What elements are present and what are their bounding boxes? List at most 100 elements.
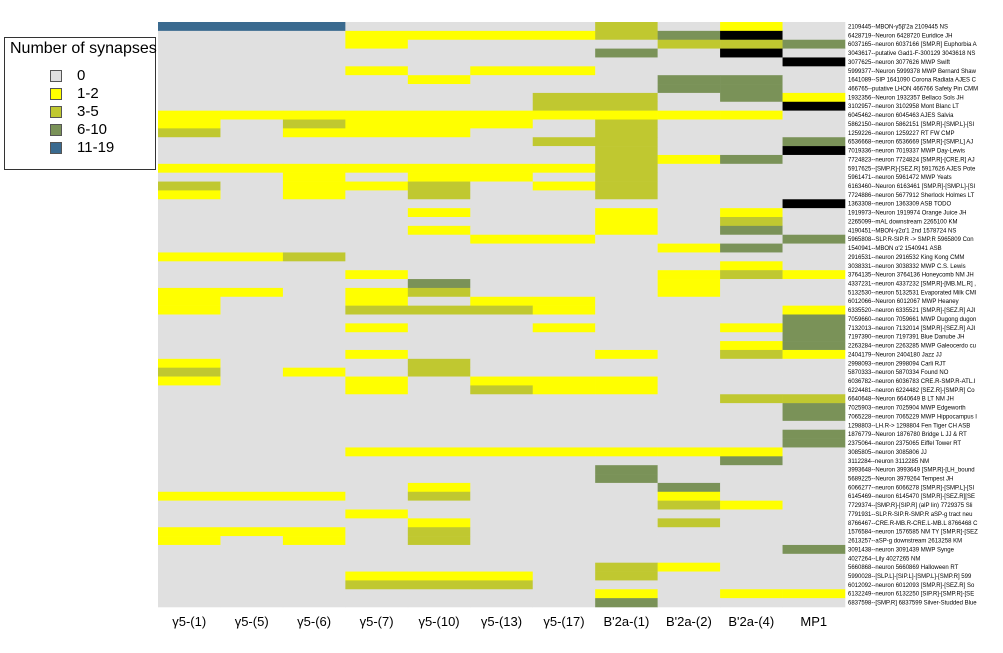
heatmap-cell — [158, 75, 221, 85]
heatmap-cell — [282, 323, 346, 333]
row-label: 1576584--neuron 1576585 NM TY [SMP.R]-[S… — [848, 530, 978, 536]
heatmap-cell — [595, 323, 658, 333]
heatmap-cell — [158, 509, 221, 519]
heatmap-cell — [282, 48, 346, 58]
heatmap-cell — [407, 580, 471, 590]
heatmap-cell — [657, 154, 721, 165]
heatmap-cell — [407, 243, 471, 253]
heatmap-cell — [532, 474, 596, 484]
heatmap-cell — [345, 358, 409, 368]
heatmap-cell — [282, 75, 346, 85]
heatmap-cell — [345, 128, 409, 138]
heatmap-cell — [720, 553, 783, 563]
heatmap-cell — [220, 84, 284, 94]
heatmap-cell — [158, 287, 221, 298]
heatmap-cell — [345, 234, 409, 244]
heatmap-cell — [720, 225, 783, 236]
heatmap-cell — [720, 234, 783, 244]
heatmap-cell — [220, 92, 284, 103]
heatmap-cell — [720, 465, 783, 475]
heatmap-cell — [470, 598, 534, 608]
heatmap-cell — [282, 358, 346, 368]
heatmap-cell — [158, 172, 221, 182]
heatmap-cell — [657, 217, 721, 227]
heatmap-cell — [220, 101, 284, 111]
column-label: MP1 — [800, 614, 827, 629]
heatmap-cell — [657, 509, 721, 519]
heatmap-cell — [158, 101, 221, 111]
heatmap-cell — [407, 234, 471, 244]
heatmap-cell — [657, 349, 721, 360]
heatmap-cell — [282, 394, 346, 404]
heatmap-cell — [282, 571, 346, 581]
heatmap-cell — [657, 571, 721, 581]
heatmap-cell — [782, 482, 846, 493]
heatmap-cell — [282, 252, 346, 262]
heatmap-cell — [470, 571, 534, 581]
heatmap-cell — [345, 101, 409, 111]
heatmap-cell — [595, 385, 658, 395]
heatmap-cell — [345, 589, 409, 599]
heatmap-cell — [720, 48, 783, 58]
heatmap-cell — [345, 447, 409, 457]
heatmap-cell — [345, 110, 409, 120]
heatmap-cell — [532, 234, 596, 244]
heatmap-cell — [782, 305, 846, 315]
heatmap-cell — [532, 208, 596, 218]
row-label: 1259226--neuron 1259227 RT FW CMP — [848, 131, 955, 137]
heatmap-cell — [282, 412, 346, 422]
heatmap-cell — [407, 217, 471, 227]
heatmap-cell — [470, 48, 534, 58]
legend-label: 1-2 — [77, 85, 99, 102]
heatmap-cell — [470, 119, 534, 129]
heatmap-cell — [470, 181, 534, 191]
heatmap-cell — [720, 438, 783, 448]
heatmap-cell — [407, 137, 471, 147]
heatmap-cell — [532, 358, 596, 368]
heatmap-cell — [782, 314, 846, 324]
heatmap-cell — [407, 314, 471, 324]
column-label: γ5-(13) — [481, 614, 522, 629]
heatmap-cell — [470, 137, 534, 147]
heatmap-cell — [282, 101, 346, 111]
heatmap-cell — [782, 589, 846, 599]
heatmap-cell — [720, 420, 783, 431]
heatmap-cell — [158, 92, 221, 103]
heatmap-cell — [158, 536, 221, 546]
heatmap-cell — [282, 447, 346, 457]
heatmap-cell — [158, 234, 221, 244]
heatmap-cell — [782, 296, 846, 306]
heatmap-cell — [407, 447, 471, 457]
heatmap-cell — [220, 30, 284, 41]
heatmap-cell — [282, 500, 346, 510]
heatmap-cell — [532, 225, 596, 236]
heatmap-cell — [470, 305, 534, 315]
heatmap-cell — [657, 101, 721, 111]
heatmap-cell — [470, 314, 534, 324]
heatmap-cell — [720, 92, 783, 103]
heatmap-cell — [407, 101, 471, 111]
heatmap-cell — [220, 500, 284, 510]
row-label: 6837598--[SMP.R] 6837599 Silver-Studded … — [848, 601, 977, 607]
heatmap-cell — [532, 536, 596, 546]
heatmap-cell — [720, 128, 783, 138]
heatmap-cell — [345, 553, 409, 563]
heatmap-cell — [220, 571, 284, 581]
heatmap-cell — [345, 119, 409, 129]
heatmap-cell — [532, 137, 596, 147]
heatmap-cell — [220, 394, 284, 404]
heatmap-cell — [657, 92, 721, 103]
heatmap-cell — [470, 22, 534, 32]
heatmap-cell — [407, 332, 471, 342]
heatmap-cell — [595, 39, 658, 49]
heatmap-cell — [532, 527, 596, 537]
heatmap-cell — [220, 252, 284, 262]
heatmap-cell — [657, 84, 721, 94]
heatmap-cell — [407, 536, 471, 546]
heatmap-cell — [595, 420, 658, 431]
heatmap-cell — [220, 429, 284, 439]
heatmap-cell — [407, 48, 471, 58]
heatmap-cell — [470, 57, 534, 67]
heatmap-cell — [720, 500, 783, 510]
heatmap-cell — [407, 394, 471, 404]
